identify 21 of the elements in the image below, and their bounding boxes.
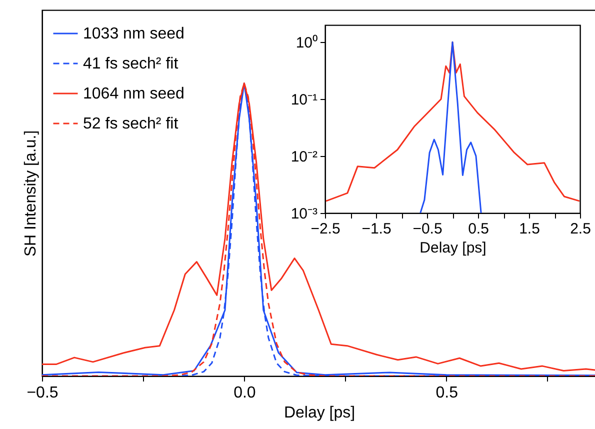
y-tick-label: 10⁻² — [290, 148, 318, 166]
y-tick-label: 10⁻³ — [290, 206, 318, 222]
x-tick-label: −0.5 — [412, 220, 442, 238]
x-tick-label: −2.5 — [310, 220, 340, 238]
legend-label: 1033 nm seed — [83, 26, 184, 42]
x-tick-label: 0.0 — [234, 384, 256, 402]
legend-label: 1064 nm seed — [83, 86, 184, 102]
x-tick-label: 0.5 — [468, 220, 489, 238]
x-tick-label: −1.5 — [362, 220, 392, 238]
x-axis-title: Delay [ps] — [284, 404, 356, 422]
x-tick-label: 1.5 — [519, 220, 540, 238]
legend-label: 41 fs sech² fit — [83, 56, 179, 72]
y-tick-label: 10⁻¹ — [290, 92, 318, 109]
x-tick-label: −0.5 — [26, 384, 58, 402]
y-tick-label: 10⁰ — [296, 34, 318, 52]
x-tick-label: 2.5 — [570, 220, 591, 238]
legend-label: 52 fs sech² fit — [83, 116, 179, 132]
x-tick-label: 0.5 — [436, 384, 458, 402]
x-axis-title: Delay [ps] — [420, 240, 486, 256]
y-axis-title: SH Intensity [a.u.] — [22, 130, 40, 257]
line-series — [420, 41, 482, 213]
